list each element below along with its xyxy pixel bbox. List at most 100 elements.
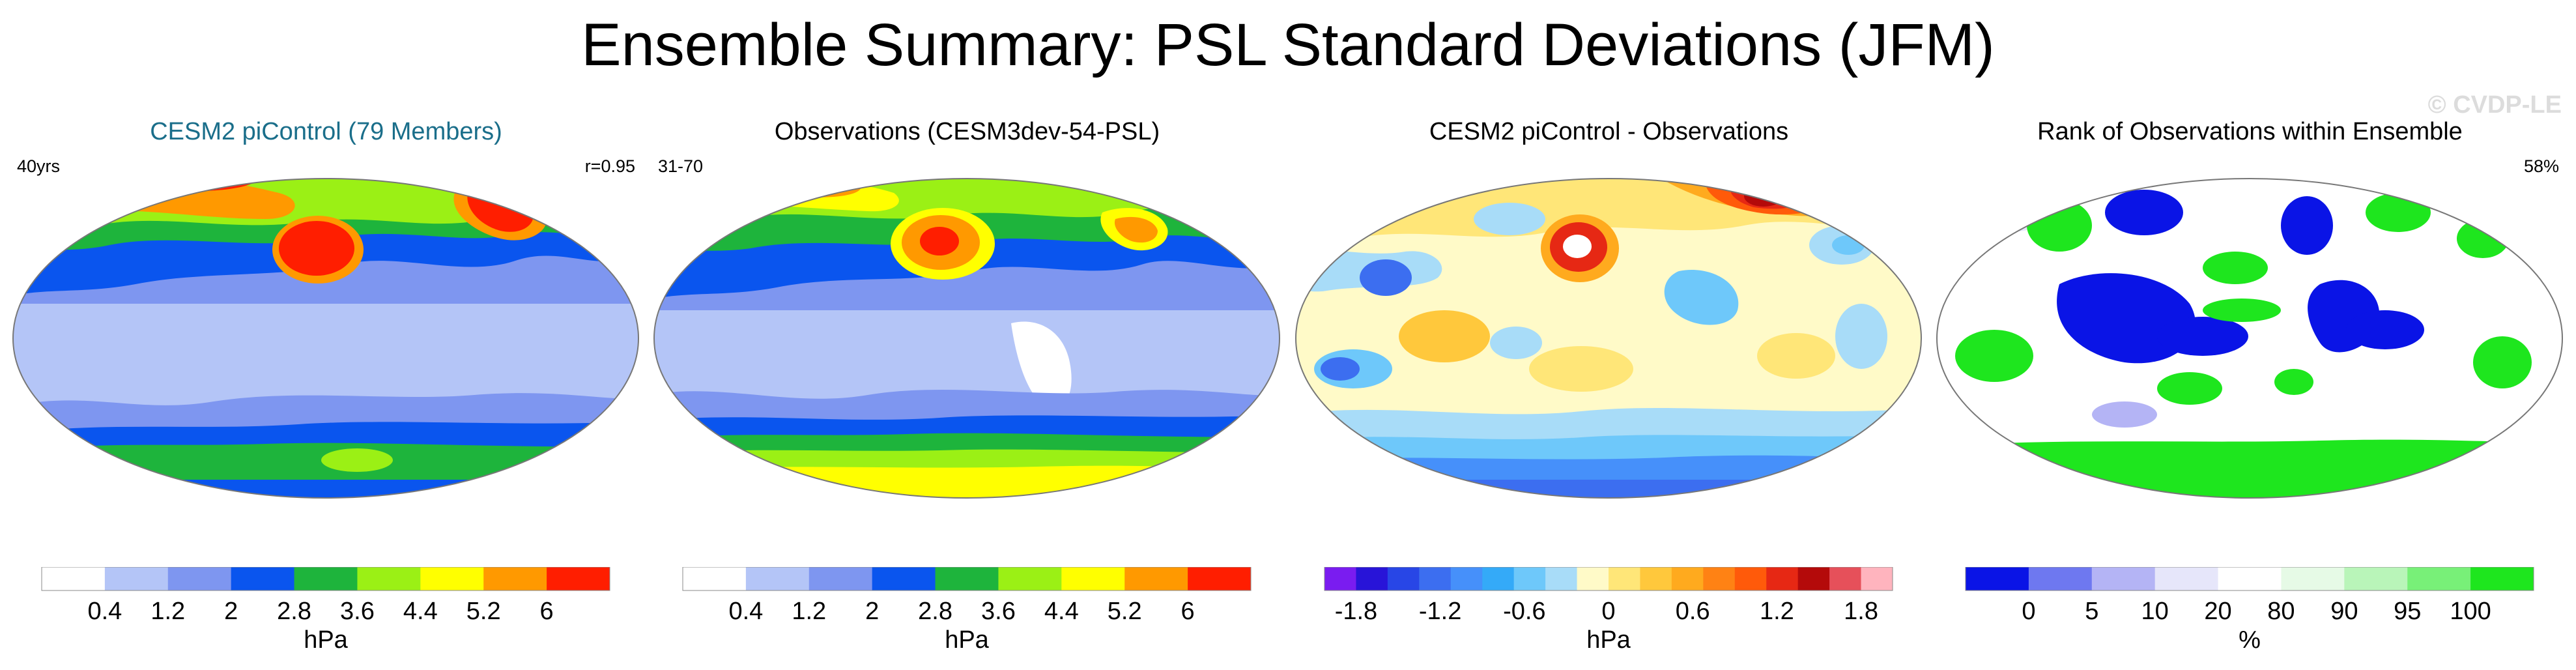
colorbar-swatch bbox=[483, 567, 547, 590]
panel-observations: Observations (CESM3dev-54-PSL) 31-70 0.4… bbox=[646, 117, 1288, 670]
colorbar-swatch bbox=[935, 567, 999, 590]
colorbar-tick-label: 0 bbox=[1601, 598, 1615, 625]
panel-left-label: 40yrs bbox=[17, 156, 61, 176]
colorbar-tick-label: 0.6 bbox=[1676, 598, 1710, 625]
colorbar-tick-label: 80 bbox=[2267, 598, 2295, 625]
colorbar-swatch bbox=[2344, 567, 2408, 590]
panel-title: CESM2 piControl (79 Members) bbox=[150, 118, 502, 145]
colorbar-tick-label: 2.8 bbox=[277, 598, 311, 625]
colorbar-unit: % bbox=[2239, 626, 2261, 654]
colorbar-swatch bbox=[2470, 567, 2534, 590]
colorbar-swatch bbox=[2281, 567, 2345, 590]
colorbar-tick-label: 3.6 bbox=[981, 598, 1016, 625]
colorbar-swatch bbox=[1861, 567, 1893, 590]
colorbar-swatch bbox=[683, 567, 747, 590]
colorbar-swatch bbox=[2154, 567, 2219, 590]
colorbar-swatch bbox=[1545, 567, 1578, 590]
colorbar-tick-label: 0.4 bbox=[87, 598, 122, 625]
colorbar-frame bbox=[1965, 567, 2534, 591]
colorbar-tick-label: 1.2 bbox=[150, 598, 185, 625]
colorbar-tick-label: 100 bbox=[2450, 598, 2491, 625]
colorbar-swatch bbox=[1450, 567, 1483, 590]
colorbar-tick-label: 3.6 bbox=[340, 598, 375, 625]
colorbar-swatch bbox=[1797, 567, 1830, 590]
colorbar-swatch bbox=[1419, 567, 1452, 590]
colorbar-swatch bbox=[1061, 567, 1125, 590]
colorbar-unit: hPa bbox=[945, 626, 989, 654]
colorbar-unit: hPa bbox=[1586, 626, 1631, 654]
colorbar-tick-label: 0 bbox=[2022, 598, 2035, 625]
colorbar-swatch bbox=[745, 567, 810, 590]
colorbar-tick-label: 6 bbox=[540, 598, 554, 625]
colorbar-tick-label: 2.8 bbox=[918, 598, 952, 625]
colorbar-swatch bbox=[1734, 567, 1767, 590]
panel-title: CESM2 piControl - Observations bbox=[1429, 118, 1789, 145]
panel-right-label: r=0.95 bbox=[584, 156, 635, 176]
colorbar-tick-label: -1.2 bbox=[1419, 598, 1461, 625]
colorbar-swatch bbox=[1482, 567, 1515, 590]
colorbar-tick-label: 1.2 bbox=[1760, 598, 1794, 625]
colorbar-tick-label: 6 bbox=[1181, 598, 1195, 625]
panel-difference: CESM2 piControl - Observations bbox=[1288, 117, 1930, 670]
colorbar-swatch bbox=[294, 567, 358, 590]
colorbar-tick-label: 2 bbox=[865, 598, 879, 625]
colorbar-tick-label: 1.8 bbox=[1844, 598, 1878, 625]
colorbar-frame bbox=[41, 567, 610, 591]
colorbar-frame bbox=[1324, 567, 1893, 591]
colorbar-swatch bbox=[809, 567, 873, 590]
colorbar-swatch bbox=[1829, 567, 1862, 590]
colorbar-swatch bbox=[2218, 567, 2282, 590]
watermark: © CVDP-LE bbox=[2427, 91, 2562, 119]
colorbar-swatch bbox=[42, 567, 106, 590]
colorbar-tick-label: 4.4 bbox=[1044, 598, 1079, 625]
colorbar-swatch bbox=[1124, 567, 1188, 590]
colorbar-swatch bbox=[2028, 567, 2093, 590]
robinson-map bbox=[653, 178, 1280, 499]
panel-right-label: 58% bbox=[2523, 156, 2559, 176]
colorbar-swatch bbox=[420, 567, 484, 590]
panel-title: Rank of Observations within Ensemble bbox=[2037, 118, 2463, 145]
colorbar-tick-label: 95 bbox=[2394, 598, 2421, 625]
panel-cesm2-picontrol: CESM2 piControl (79 Members) 40yrs r=0.9… bbox=[5, 117, 647, 670]
robinson-map bbox=[1295, 178, 1922, 499]
colorbar-tick-label: 2 bbox=[224, 598, 238, 625]
colorbar-unit: hPa bbox=[304, 626, 348, 654]
colorbar-tick-label: 5.2 bbox=[1108, 598, 1142, 625]
colorbar-swatch bbox=[1703, 567, 1736, 590]
colorbar-swatch bbox=[167, 567, 232, 590]
colorbar-swatch bbox=[1671, 567, 1704, 590]
colorbar-swatch bbox=[1766, 567, 1799, 590]
colorbar: 0 5 10 20 80 90 95 100% bbox=[1965, 567, 2534, 654]
robinson-map bbox=[12, 178, 639, 499]
colorbar-tick-label: -0.6 bbox=[1503, 598, 1545, 625]
colorbar-swatch bbox=[1609, 567, 1640, 590]
colorbar-tick-label: 0.4 bbox=[728, 598, 763, 625]
page-title: Ensemble Summary: PSL Standard Deviation… bbox=[581, 12, 1995, 78]
panel-left-label: 31-70 bbox=[658, 156, 704, 176]
panel-rank: Rank of Observations within Ensemble 58% bbox=[1929, 117, 2571, 670]
colorbar-swatch bbox=[872, 567, 936, 590]
colorbar-swatch bbox=[1513, 567, 1546, 590]
colorbar-swatch bbox=[357, 567, 421, 590]
colorbar-swatch bbox=[1640, 567, 1672, 590]
colorbar: -1.8 -1.2 -0.6 0 0.6 1.2 1.8 hPa bbox=[1324, 567, 1893, 654]
colorbar: 0.4 1.2 2 2.8 3.6 4.4 5.2 6 hPa bbox=[41, 567, 610, 654]
colorbar-tick-label: 20 bbox=[2204, 598, 2231, 625]
colorbar-swatch bbox=[1577, 567, 1609, 590]
colorbar-swatch bbox=[1188, 567, 1252, 590]
colorbar-swatch bbox=[104, 567, 169, 590]
colorbar-frame bbox=[682, 567, 1252, 591]
colorbar-swatch bbox=[1356, 567, 1388, 590]
colorbar-tick-label: 10 bbox=[2141, 598, 2169, 625]
colorbar-tick-label: -1.8 bbox=[1335, 598, 1377, 625]
colorbar-tick-label: 90 bbox=[2330, 598, 2358, 625]
colorbar-swatch bbox=[1966, 567, 2029, 590]
panel-title: Observations (CESM3dev-54-PSL) bbox=[774, 118, 1160, 145]
colorbar-swatch bbox=[231, 567, 295, 590]
colorbar-swatch bbox=[2091, 567, 2156, 590]
colorbar-tick-label: 5.2 bbox=[466, 598, 501, 625]
colorbar-tick-label: 4.4 bbox=[403, 598, 438, 625]
colorbar-tick-label: 5 bbox=[2085, 598, 2098, 625]
robinson-map bbox=[1936, 178, 2563, 499]
colorbar-swatch bbox=[2407, 567, 2471, 590]
